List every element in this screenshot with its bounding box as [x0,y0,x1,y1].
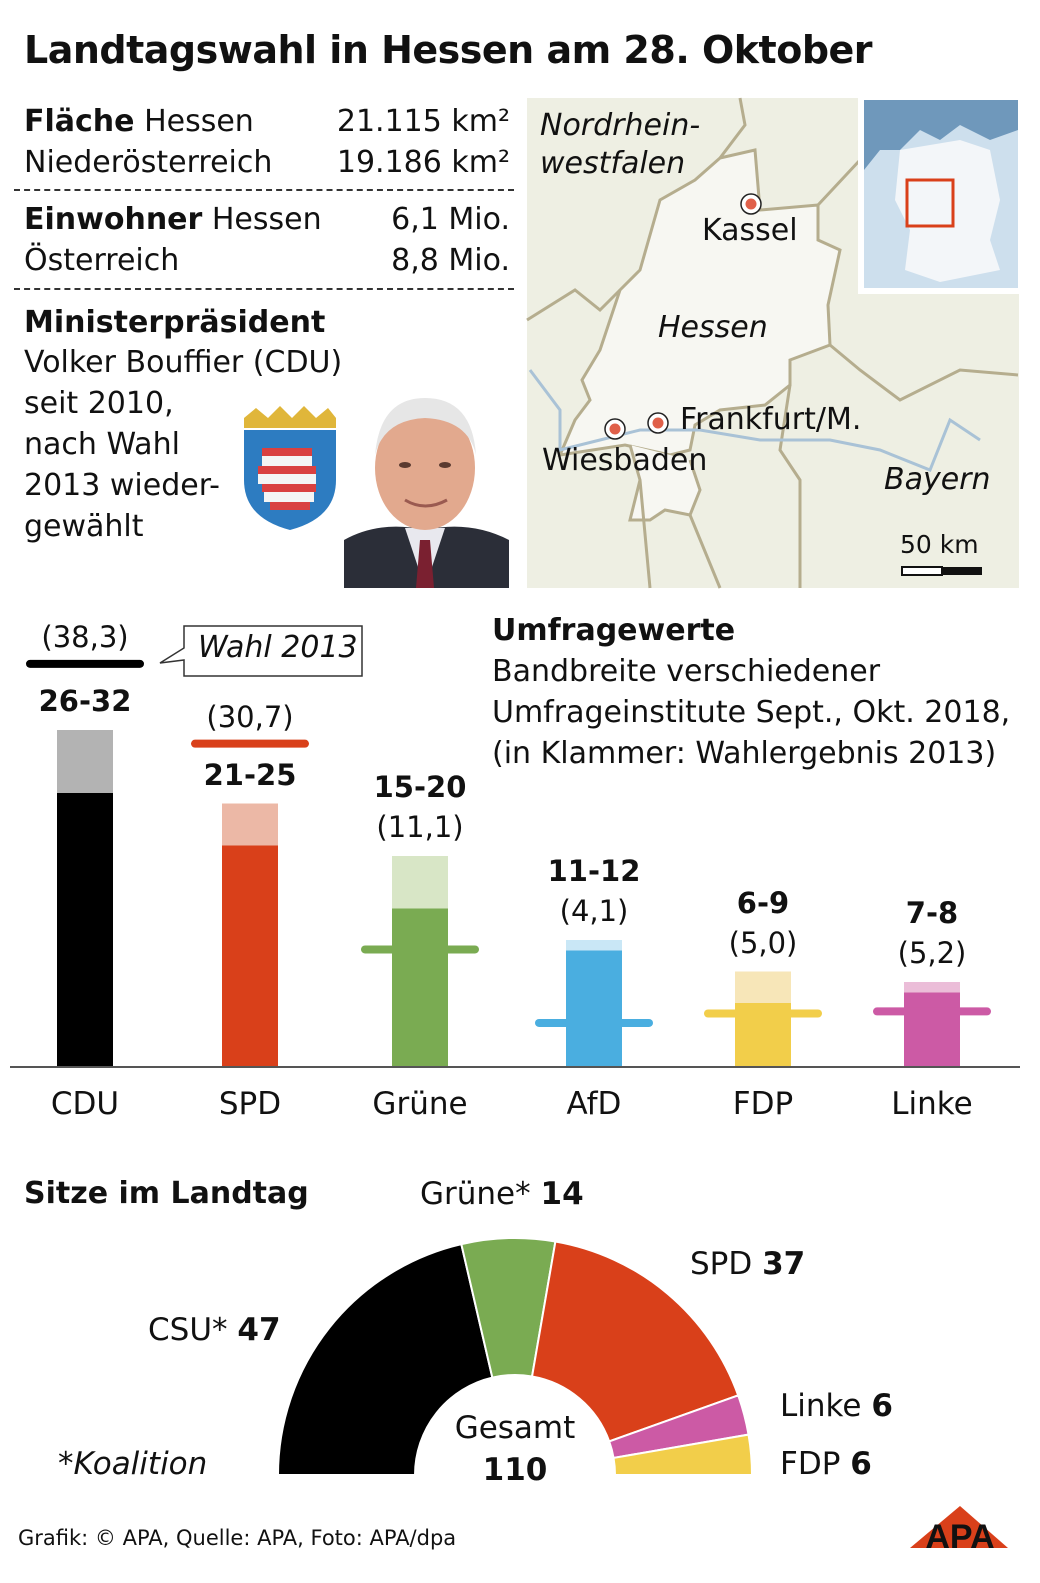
range-label: 7-8 [905,896,959,930]
mp-line: seit 2010, [24,386,174,421]
seat-label-fdp: FDP 6 [780,1446,872,1482]
seat-total-label: Gesamt [454,1410,576,1446]
chart-title: Umfragewerte [492,613,736,648]
coalition-note: *Koalition [58,1446,208,1482]
mp-line: Volker Bouffier (CDU) [24,345,343,380]
pop-at-value: 8,8 Mio. [391,243,510,278]
city-kassel [740,193,762,215]
result-2013-label: (38,3) [41,619,129,654]
result-2013-label: (30,7) [206,699,294,734]
scale-bar [901,566,943,576]
seat-label-cdu: CSU* 47 [148,1312,281,1348]
area-noe-name: Niederösterreich [24,145,273,180]
divider [14,288,514,290]
bar-range-AfD [566,940,622,951]
seat-total-value: 110 [482,1452,548,1488]
bar-CDU [57,793,113,1066]
pop-hessen-value: 6,1 Mio. [391,202,510,237]
result-2013-label: (4,1) [559,894,629,928]
mp-line: gewählt [24,509,144,544]
coat-of-arms-icon [244,406,336,530]
pop-label: Einwohner [24,202,203,237]
bar-range-SPD [222,803,278,846]
seat-segment-Grüne [460,1237,557,1379]
map-label-hessen: Hessen [658,310,768,345]
pop-at-name: Österreich [24,243,180,278]
category-label: SPD [218,1086,282,1122]
mp-line: 2013 wieder- [24,468,220,503]
category-label: Linke [891,1086,973,1122]
area-hessen-name: Hessen [144,104,254,139]
fact-area-hessen: Fläche Hessen [24,104,254,139]
result-2013-label: (11,1) [376,810,464,844]
bar-Linke [904,992,960,1066]
location-marker [905,178,955,228]
legend-callout-text: Wahl 2013 [198,630,358,665]
map-scale-label: 50 km [900,530,979,559]
page-title: Landtagswahl in Hessen am 28. Oktober [24,28,873,72]
bar-AfD [566,950,622,1066]
seat-label-gruene: Grüne* 14 [420,1176,584,1212]
apa-logo: APA [910,1506,1008,1556]
map-label-wiesbaden: Wiesbaden [542,443,708,478]
bar-SPD [222,845,278,1066]
mp-line: nach Wahl [24,427,180,462]
city-frankfurt [647,412,669,434]
portrait-photo [344,395,509,588]
category-label: CDU [50,1086,120,1122]
range-label: 21-25 [203,757,297,792]
chart-subtitle: Umfrageinstitute Sept., Okt. 2018, [492,695,1011,730]
bar-FDP [735,1003,791,1066]
footer-credit: Grafik: © APA, Quelle: APA, Foto: APA/dp… [18,1526,457,1550]
category-label: AfD [566,1086,622,1122]
seat-label-spd: SPD 37 [690,1246,806,1282]
result-2013-label: (5,0) [728,925,798,960]
seat-segment-Linke [607,1394,750,1460]
map-label-nrw: Nordrhein- [540,108,701,143]
map-label-nrw: westfalen [540,146,686,181]
area-noe-value: 19.186 km² [336,145,510,180]
range-label: 6-9 [736,885,790,920]
seat-label-linke: Linke 6 [780,1388,893,1424]
range-label: 11-12 [547,854,641,888]
svg-text:APA: APA [925,1518,994,1556]
divider [14,189,514,191]
category-label: Grüne [372,1086,468,1122]
map-label-kassel: Kassel [702,213,798,248]
bar-range-CDU [57,730,113,793]
range-label: 26-32 [38,684,132,718]
category-label: FDP [732,1086,794,1122]
inset-map [858,98,1019,294]
area-hessen-value: 21.115 km² [336,104,510,139]
seat-chart-title: Sitze im Landtag [24,1176,309,1211]
result-2013-label: (5,2) [897,936,967,970]
fact-pop-hessen: Einwohner Hessen [24,202,322,237]
chart-subtitle: Bandbreite verschiedener [492,654,881,689]
area-label: Fläche [24,104,135,139]
city-wiesbaden [604,418,626,440]
pop-hessen-name: Hessen [211,202,322,237]
mp-label: Ministerpräsident [24,305,326,340]
range-label: 15-20 [373,770,467,804]
bar-range-Linke [904,982,960,993]
chart-subtitle: (in Klammer: Wahlergebnis 2013) [492,736,997,771]
map-label-frankfurt: Frankfurt/M. [680,402,862,437]
bar-Grüne [392,908,448,1066]
seat-segment-FDP [612,1433,754,1476]
bar-range-FDP [735,971,791,1003]
bar-range-Grüne [392,856,448,909]
map-label-bayern: Bayern [884,462,991,497]
